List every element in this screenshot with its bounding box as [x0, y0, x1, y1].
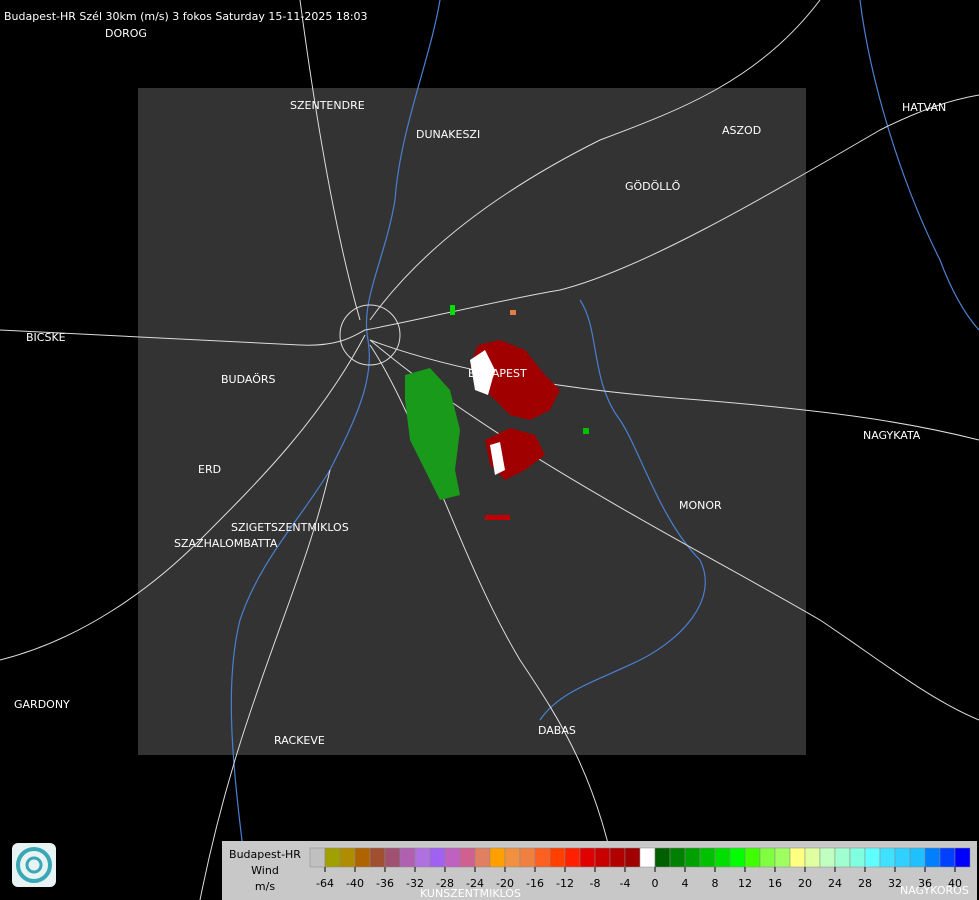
legend-tick-label: 40 [948, 877, 962, 890]
place-label: RACKEVE [274, 734, 325, 747]
place-label: NAGYKOROS [900, 884, 969, 897]
legend-swatch [324, 847, 341, 868]
legend-swatch [519, 847, 536, 868]
legend-tick-label: -12 [556, 877, 574, 890]
legend-tick-label: -36 [376, 877, 394, 890]
legend-swatch [879, 847, 896, 868]
rivers [230, 0, 979, 900]
legend-swatch [459, 847, 476, 868]
legend-swatch [399, 847, 416, 868]
legend-tick-label: -64 [316, 877, 334, 890]
legend-swatch [594, 847, 611, 868]
legend-tick-label: 24 [828, 877, 842, 890]
legend-title: Budapest-HR [229, 848, 301, 861]
place-label: NAGYKATA [863, 429, 921, 442]
legend-tick-label: -16 [526, 877, 544, 890]
legend-tick-label: -20 [496, 877, 514, 890]
place-label: GÖDÖLLŐ [625, 179, 681, 193]
legend-title: Wind [251, 864, 279, 877]
legend-swatch [339, 847, 356, 868]
place-label: SZIGETSZENTMIKLOS [231, 521, 349, 534]
legend-tick-label: 8 [712, 877, 719, 890]
legend-tick-label: 4 [682, 877, 689, 890]
legend-swatch [474, 847, 491, 868]
legend-swatch [939, 847, 956, 868]
place-label: DOROG [105, 27, 147, 40]
legend-tick-label: 36 [918, 877, 932, 890]
place-label: SZAZHALOMBATTA [174, 537, 278, 550]
legend-tick-label: -4 [620, 877, 631, 890]
legend-swatch [549, 847, 566, 868]
legend-tick-label: 12 [738, 877, 752, 890]
legend-swatch [954, 847, 971, 868]
place-label: ASZOD [722, 124, 761, 137]
legend-tick-label: 32 [888, 877, 902, 890]
legend-swatch [834, 847, 851, 868]
legend-swatch [924, 847, 941, 868]
legend-swatch [669, 847, 686, 868]
legend-swatch [729, 847, 746, 868]
legend-swatch [714, 847, 731, 868]
logo [12, 843, 56, 887]
legend-swatch [864, 847, 881, 868]
legend-swatch [309, 847, 326, 868]
legend-swatch [534, 847, 551, 868]
radar-echoes [405, 305, 589, 520]
legend-tick-label: -32 [406, 877, 424, 890]
legend-swatch [369, 847, 386, 868]
legend-swatch [849, 847, 866, 868]
place-label: DABAS [538, 724, 576, 737]
legend-swatch [564, 847, 581, 868]
place-label: SZENTENDRE [290, 99, 365, 112]
legend-tick-label: 16 [768, 877, 782, 890]
legend-swatch [444, 847, 461, 868]
place-label: DUNAKESZI [416, 128, 480, 141]
legend-swatch [414, 847, 431, 868]
legend-tick-label: -8 [590, 877, 601, 890]
legend-swatch [639, 847, 656, 868]
legend-swatch [504, 847, 521, 868]
legend-tick-label: 20 [798, 877, 812, 890]
legend-swatch [429, 847, 446, 868]
legend-tick-label: -24 [466, 877, 484, 890]
legend-swatch [759, 847, 776, 868]
legend-swatch [609, 847, 626, 868]
place-label: GARDONY [14, 698, 70, 711]
legend-swatch [654, 847, 671, 868]
place-label: ERD [198, 463, 221, 476]
legend-swatch [684, 847, 701, 868]
place-label: BICSKE [26, 331, 66, 344]
legend-swatch [624, 847, 641, 868]
legend-swatch [894, 847, 911, 868]
radar-coverage [138, 88, 806, 755]
legend-swatch [354, 847, 371, 868]
place-label: KUNSZENTMIKLOS [420, 887, 521, 900]
map-title: Budapest-HR Szél 30km (m/s) 3 fokos Satu… [4, 10, 368, 23]
legend-tick-label: -40 [346, 877, 364, 890]
place-label: BUDAÖRS [221, 373, 276, 386]
legend-swatch [489, 847, 506, 868]
place-label: HATVAN [902, 101, 946, 114]
legend-swatch [699, 847, 716, 868]
legend-swatch [819, 847, 836, 868]
legend-tick-label: 28 [858, 877, 872, 890]
legend-tick-label: 0 [652, 877, 659, 890]
place-label: MONOR [679, 499, 722, 512]
legend-swatch [579, 847, 596, 868]
legend-swatch [774, 847, 791, 868]
legend-swatch [804, 847, 821, 868]
legend-swatch [384, 847, 401, 868]
legend-swatch [744, 847, 761, 868]
legend-swatch [789, 847, 806, 868]
legend-swatch [909, 847, 926, 868]
legend-title: m/s [255, 880, 275, 893]
place-label: BUDAPEST [468, 367, 527, 380]
legend-tick-label: -28 [436, 877, 454, 890]
